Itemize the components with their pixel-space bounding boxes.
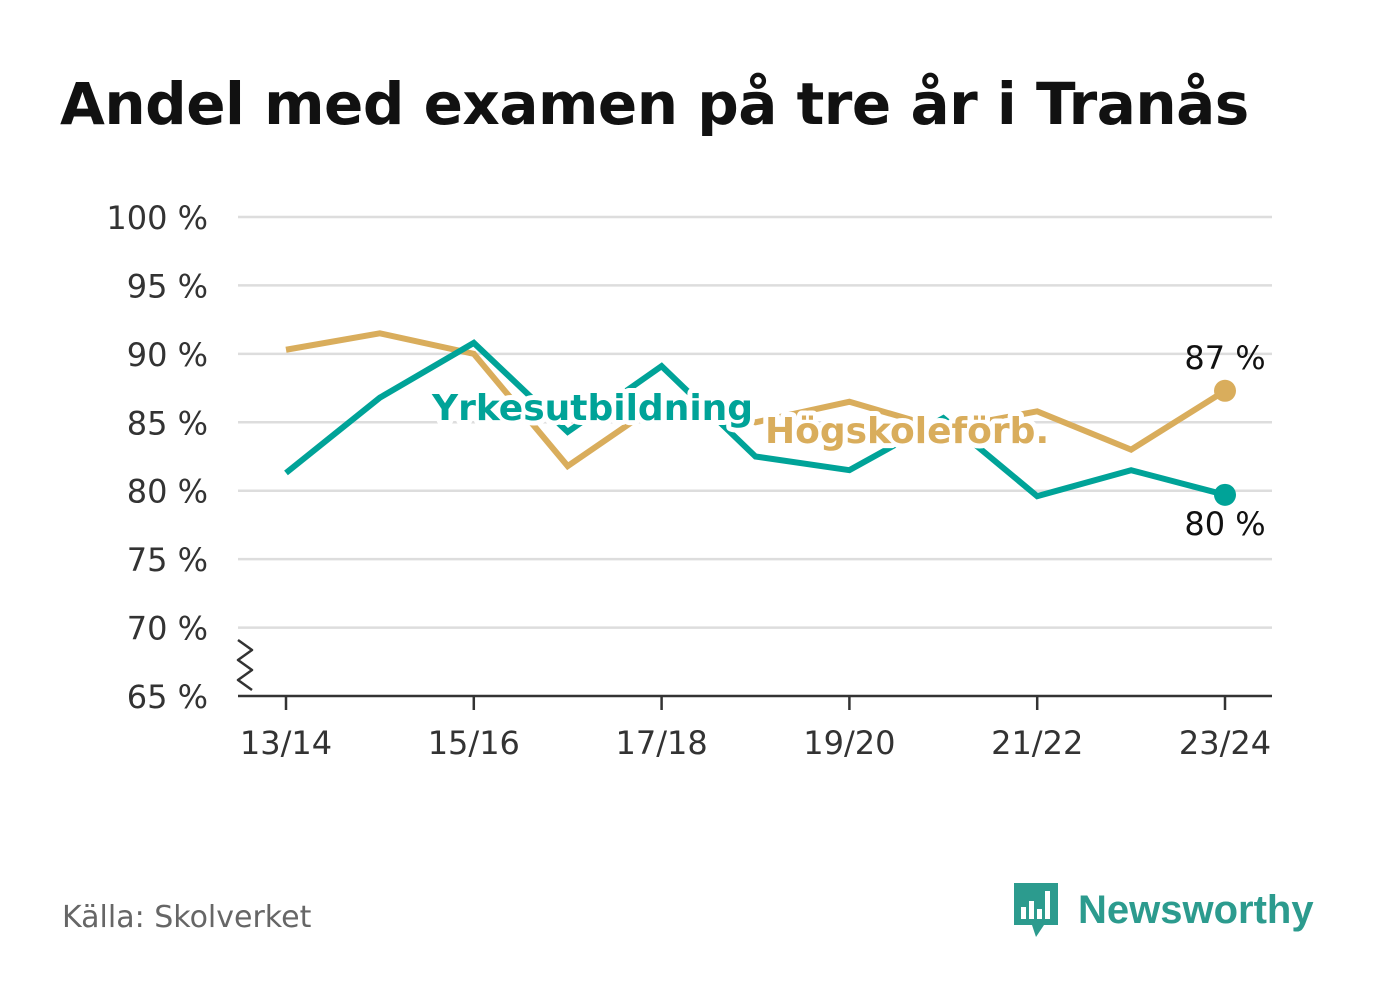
x-tick-label: 15/16 [428, 724, 520, 762]
logo-text: Newsworthy [1078, 887, 1314, 932]
x-tick-label: 21/22 [991, 724, 1083, 762]
x-tick-label: 17/18 [615, 724, 707, 762]
y-tick-label: 80 % [127, 473, 208, 511]
x-tick-label: 23/24 [1179, 724, 1271, 762]
y-tick-label: 70 % [127, 610, 208, 648]
x-tick-label: 19/20 [803, 724, 895, 762]
end-point-marker [1214, 379, 1236, 402]
end-value-label: 80 % [1184, 505, 1265, 543]
y-tick-label: 100 % [106, 199, 208, 237]
series-name-label: Yrkesutbildning [431, 388, 753, 429]
y-tick-label: 75 % [127, 541, 208, 579]
gridlines [238, 215, 1272, 629]
series-labels: 87 % 80 % Yrkesutbildning Högskoleförb. [426, 339, 1266, 543]
axis-break-icon [236, 638, 254, 692]
end-value-label: 87 % [1184, 339, 1265, 377]
end-point-marker [1214, 483, 1236, 506]
y-tick-label: 65 % [127, 678, 208, 716]
series-line-hogskoleforb [285, 330, 1227, 471]
x-tick-label: 13/14 [240, 724, 332, 762]
series-lines [284, 330, 1236, 506]
chart-title: Andel med examen på tre år i Tranås [60, 70, 1249, 138]
y-axis-tick-labels: 65 % 70 % 75 % 80 % 85 % 90 % 95 % 100 % [106, 199, 208, 716]
y-tick-label: 95 % [127, 267, 208, 305]
series-line-yrkesutbildning [284, 339, 1226, 500]
line-chart: 65 %70 %75 %80 %85 %90 %95 %100 % 13/14 1… [106, 199, 1272, 762]
x-axis: 13/14 15/16 17/18 19/20 21/22 23/24 [236, 638, 1272, 762]
y-tick-label: 90 % [127, 336, 208, 374]
bar-chart-speech-bubble-icon [1014, 883, 1058, 937]
series-name-label: Högskoleförb. [765, 411, 1049, 452]
newsworthy-logo: Newsworthy [1010, 878, 1314, 942]
y-tick-label: 85 % [127, 404, 208, 442]
source-note: Källa: Skolverket [62, 900, 312, 935]
